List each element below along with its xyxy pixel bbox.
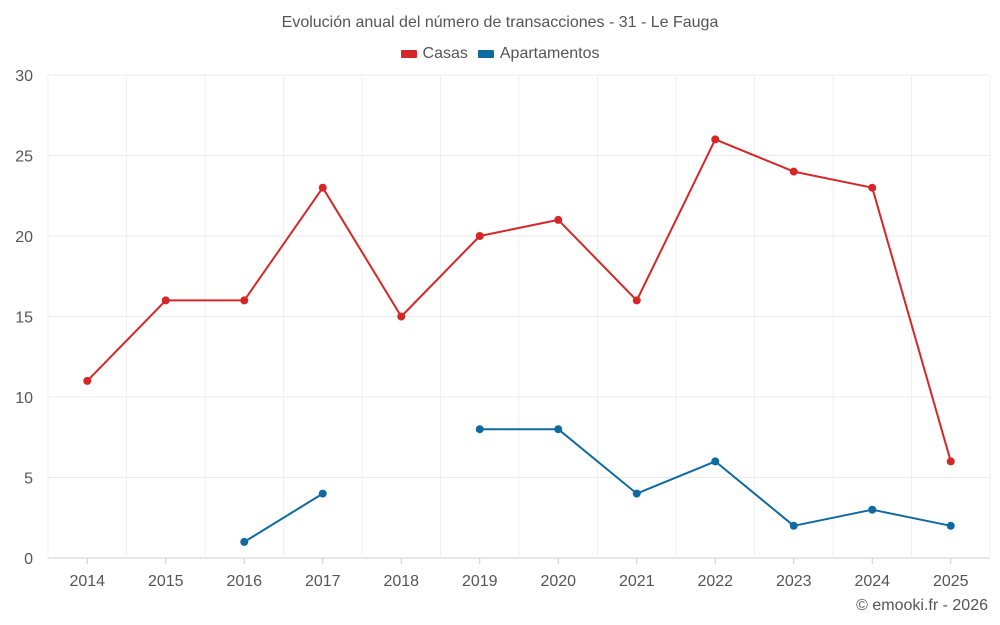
x-tick-label-2014: 2014 xyxy=(69,573,105,590)
x-tick-label-2024: 2024 xyxy=(854,573,890,590)
y-tick-label-30: 30 xyxy=(15,68,33,85)
point-casas-2024 xyxy=(868,183,877,192)
x-tick-label-2019: 2019 xyxy=(462,573,498,590)
x-tick-label-2021: 2021 xyxy=(619,573,655,590)
y-tick-label-5: 5 xyxy=(24,471,33,488)
legend-swatch-apartamentos xyxy=(477,50,494,58)
point-apartamentos-2017 xyxy=(318,489,327,498)
point-apartamentos-2022 xyxy=(711,457,720,466)
point-casas-2023 xyxy=(789,167,798,176)
x-tick-label-2018: 2018 xyxy=(383,573,419,590)
point-apartamentos-2021 xyxy=(632,489,641,498)
point-apartamentos-2016 xyxy=(240,537,249,546)
legend-item-casas[interactable]: Casas xyxy=(400,45,468,63)
point-apartamentos-2025 xyxy=(946,521,955,530)
point-casas-2020 xyxy=(554,215,563,224)
point-casas-2019 xyxy=(475,232,484,240)
y-tick-label-25: 25 xyxy=(15,149,33,166)
point-casas-2016 xyxy=(240,296,249,305)
point-casas-2015 xyxy=(161,296,170,305)
point-casas-2017 xyxy=(318,183,327,192)
point-casas-2022 xyxy=(711,135,720,144)
point-apartamentos-2020 xyxy=(554,425,563,434)
x-tick-label-2023: 2023 xyxy=(776,573,812,590)
legend-item-apartamentos[interactable]: Apartamentos xyxy=(477,45,600,63)
legend-label-casas: Casas xyxy=(422,45,468,62)
x-tick-label-2020: 2020 xyxy=(540,573,576,590)
point-casas-2014 xyxy=(83,376,92,385)
series-line-apartamentos-0 xyxy=(243,492,324,543)
point-casas-2021 xyxy=(632,296,641,305)
legend-label-apartamentos: Apartamentos xyxy=(499,45,600,62)
point-apartamentos-2023 xyxy=(789,521,798,530)
credit-text: © emooki.fr - 2026 xyxy=(856,597,988,614)
x-tick-label-2022: 2022 xyxy=(697,573,733,590)
chart-title: Evolución anual del número de transaccio… xyxy=(281,14,719,31)
x-tick-label-2025: 2025 xyxy=(933,573,969,590)
legend-swatch-casas xyxy=(400,50,417,58)
point-casas-2018 xyxy=(397,312,406,321)
point-apartamentos-2019 xyxy=(475,425,484,434)
x-tick-label-2017: 2017 xyxy=(305,573,341,590)
series-line-casas-0 xyxy=(86,138,952,462)
chart-legend: Casas Apartamentos xyxy=(0,45,1000,63)
y-tick-label-20: 20 xyxy=(15,229,33,246)
y-tick-label-10: 10 xyxy=(15,390,33,407)
y-tick-label-15: 15 xyxy=(15,310,33,327)
x-tick-label-2015: 2015 xyxy=(148,573,184,590)
point-apartamentos-2024 xyxy=(868,505,877,514)
y-tick-label-0: 0 xyxy=(24,551,33,568)
point-casas-2025 xyxy=(946,457,955,466)
x-tick-label-2016: 2016 xyxy=(226,573,262,590)
